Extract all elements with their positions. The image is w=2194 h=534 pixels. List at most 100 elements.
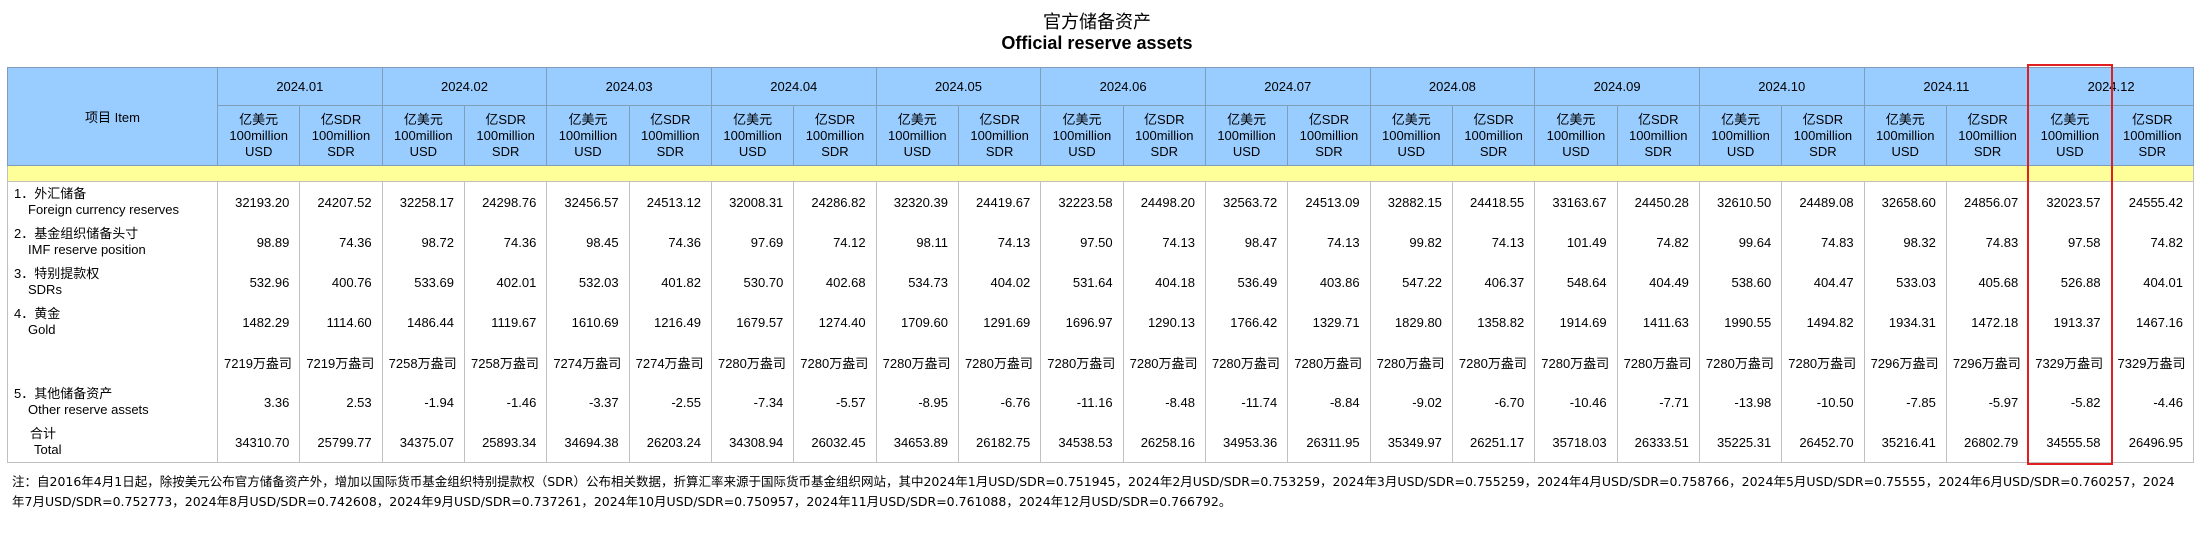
unit-line: 100million — [1793, 127, 1853, 143]
value-cell: 74.83 — [1945, 222, 2030, 262]
unit-line: 亿美元 — [897, 111, 937, 127]
value-cell: 7219万盎司 — [216, 342, 301, 382]
value-cell: -10.50 — [1781, 382, 1865, 422]
value-cell: 7280万盎司 — [1781, 342, 1865, 382]
unit-line: 亿美元 — [2050, 111, 2090, 127]
value-cell: -6.76 — [957, 382, 1042, 422]
unit-line: USD — [574, 143, 602, 159]
unit-line: 亿SDR — [320, 111, 362, 127]
value-cell: -1.94 — [381, 382, 465, 422]
label-wrap: 合计 Total — [14, 426, 207, 458]
value-cell: 7280万盎司 — [1122, 342, 1206, 382]
unit-line: 100million — [805, 127, 865, 143]
unit-header: 亿美元 100million USD — [1369, 105, 1453, 166]
value-cell: 1119.67 — [463, 302, 548, 342]
value-cell: 7296万盎司 — [1863, 342, 1947, 382]
unit-header: 亿SDR 100million SDR — [628, 105, 712, 166]
label-cn: 2．基金组织储备头寸 — [14, 226, 139, 241]
unit-line: SDR — [327, 143, 355, 159]
value-cell: 7280万盎司 — [1451, 342, 1536, 382]
unit-header: 亿SDR 100million SDR — [1616, 105, 1700, 166]
value-cell: 1291.69 — [957, 302, 1042, 342]
value-cell: 402.68 — [793, 262, 877, 302]
value-cell: 32320.39 — [875, 181, 959, 222]
unit-header: 亿SDR 100million SDR — [957, 105, 1042, 166]
value-cell: 1914.69 — [1534, 302, 1618, 342]
value-cell: 25799.77 — [299, 422, 383, 463]
unit-line: 100million — [1875, 127, 1935, 143]
value-cell: 101.49 — [1534, 222, 1618, 262]
unit-line: 亿SDR — [485, 111, 526, 127]
value-cell: 26496.95 — [2110, 422, 2194, 463]
value-cell: 24513.09 — [1287, 181, 1371, 222]
value-cell: 404.01 — [2110, 262, 2194, 302]
unit-line: 亿SDR — [1967, 111, 2008, 127]
unit-line: SDR — [656, 143, 685, 159]
subtitle: Official reserve assets — [1001, 33, 1193, 53]
value-cell: 98.72 — [381, 222, 465, 262]
unit-line: 亿SDR — [1144, 111, 1185, 127]
data-row: 合计 Total 34310.70 25799.77 34375.07 25893.34 3… — [7, 422, 2194, 463]
value-cell: 1934.31 — [1863, 302, 1947, 342]
unit-header: 亿美元 100million USD — [216, 105, 301, 166]
item-header: 项目 Item — [7, 67, 218, 166]
data-row: 3．特别提款权 SDRs 532.96 400.76 533.69 402.01 532.0… — [7, 262, 2194, 302]
value-cell: 538.60 — [1698, 262, 1783, 302]
value-cell: 34310.70 — [216, 422, 301, 463]
value-cell: -6.70 — [1451, 382, 1536, 422]
value-cell: 34308.94 — [710, 422, 795, 463]
value-cell: 3.36 — [216, 382, 301, 422]
unit-line: 亿美元 — [1556, 111, 1596, 127]
value-cell: -11.74 — [1204, 382, 1289, 422]
value-cell: 74.36 — [299, 222, 383, 262]
value-cell: -8.48 — [1122, 382, 1206, 422]
value-cell: 26452.70 — [1781, 422, 1865, 463]
row-label: 合计 Total — [7, 422, 218, 463]
label-cn: 3．特别提款权 — [14, 266, 100, 281]
unit-line: 亿美元 — [1062, 111, 1102, 127]
unit-line: SDR — [2138, 143, 2166, 159]
unit-line: USD — [1397, 143, 1425, 159]
value-cell: -3.37 — [546, 382, 630, 422]
unit-line: USD — [244, 143, 273, 159]
value-cell: 7280万盎司 — [1698, 342, 1783, 382]
value-cell: 74.13 — [1122, 222, 1206, 262]
value-cell: -7.71 — [1616, 382, 1700, 422]
value-cell: 534.73 — [875, 262, 959, 302]
value-cell: 26311.95 — [1287, 422, 1371, 463]
value-cell: 74.82 — [2110, 222, 2194, 262]
unit-line: 100million — [1546, 127, 1606, 143]
value-cell: -7.85 — [1863, 382, 1947, 422]
value-cell: 1411.63 — [1616, 302, 1700, 342]
unit-line: SDR — [1479, 143, 1508, 159]
row-label: 1．外汇储备 Foreign currency reserves — [7, 181, 218, 222]
value-cell: 530.70 — [710, 262, 795, 302]
value-cell: 1274.40 — [793, 302, 877, 342]
unit-line: SDR — [821, 143, 849, 159]
highlight-box — [2026, 64, 2114, 465]
unit-line: 100million — [1299, 127, 1359, 143]
value-cell: 32610.50 — [1698, 181, 1783, 222]
value-cell: 24286.82 — [793, 181, 877, 222]
value-cell: -5.82 — [2028, 382, 2112, 422]
month-header: 2024.09 — [1534, 67, 1700, 106]
unit-line: SDR — [985, 143, 1014, 159]
value-cell: 405.68 — [1945, 262, 2030, 302]
month-header: 2024.01 — [217, 67, 383, 106]
value-cell: 24207.52 — [299, 181, 383, 222]
value-cell: 25893.34 — [463, 422, 548, 463]
unit-line: SDR — [491, 143, 520, 159]
value-cell: 33163.67 — [1534, 181, 1618, 222]
unit-line: 100million — [1464, 127, 1523, 143]
unit-header: 亿SDR 100million SDR — [1122, 105, 1206, 166]
value-cell: 404.02 — [957, 262, 1042, 302]
value-cell: 74.36 — [628, 222, 712, 262]
value-cell: 7280万盎司 — [1369, 342, 1453, 382]
separator-row — [7, 165, 2194, 182]
unit-line: USD — [738, 143, 767, 159]
value-cell: 35216.41 — [1863, 422, 1947, 463]
unit-line: 100million — [1381, 127, 1441, 143]
value-cell: 97.58 — [2028, 222, 2112, 262]
month-header: 2024.11 — [1863, 67, 2030, 106]
value-cell: 34375.07 — [381, 422, 465, 463]
